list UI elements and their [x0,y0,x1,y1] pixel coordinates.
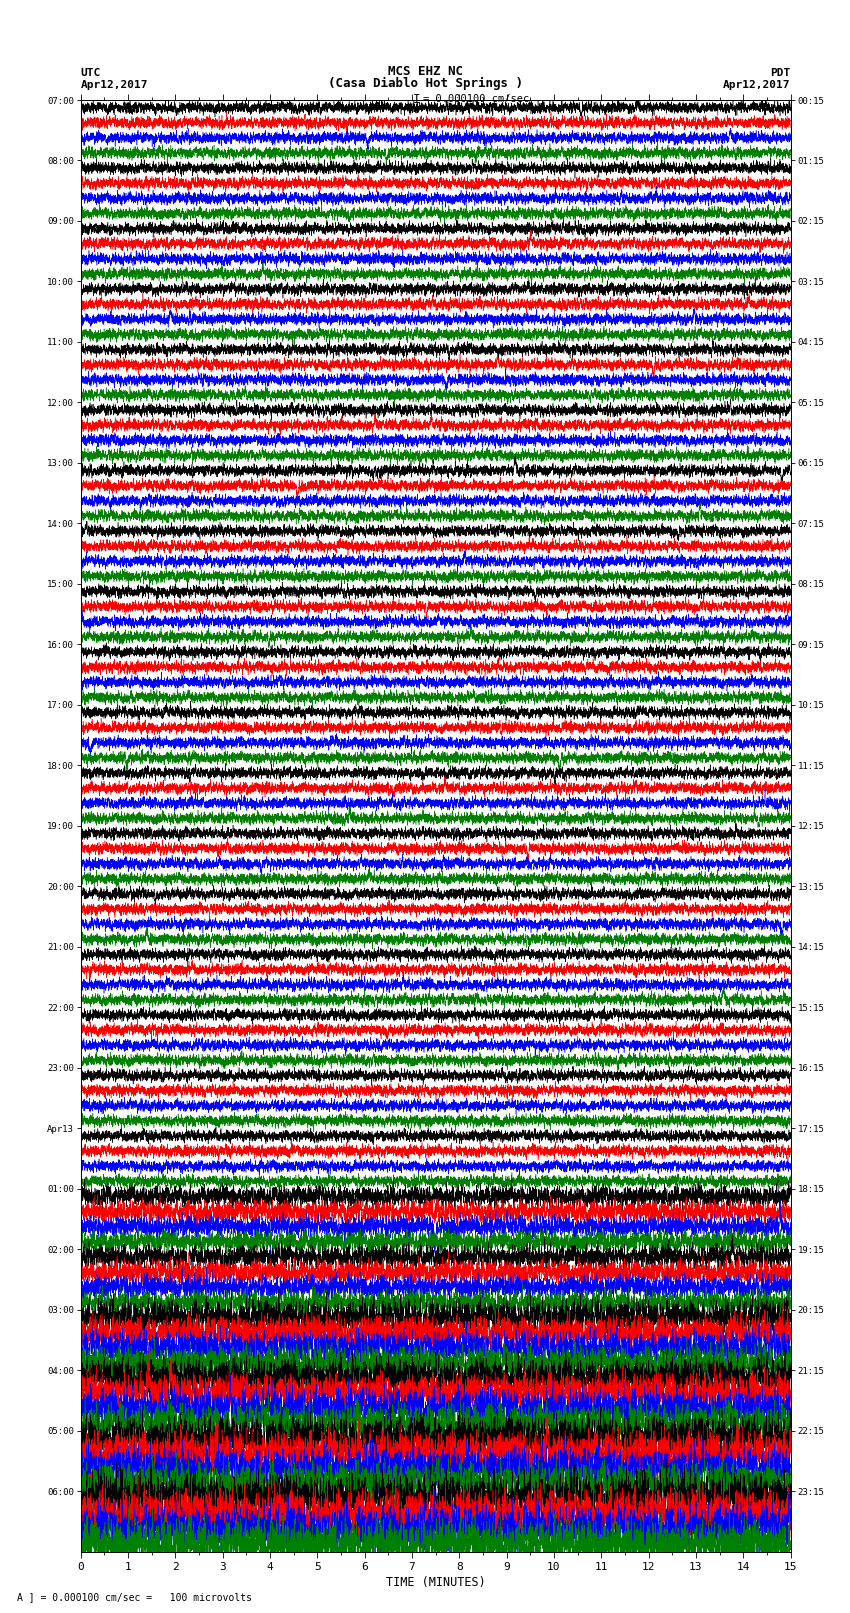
Text: I: I [413,92,421,106]
Text: Apr12,2017: Apr12,2017 [81,79,148,90]
X-axis label: TIME (MINUTES): TIME (MINUTES) [386,1576,485,1589]
Text: A ] = 0.000100 cm/sec =   100 microvolts: A ] = 0.000100 cm/sec = 100 microvolts [17,1592,252,1602]
Text: MCS EHZ NC: MCS EHZ NC [388,65,462,77]
Text: (Casa Diablo Hot Springs ): (Casa Diablo Hot Springs ) [327,76,523,90]
Text: UTC: UTC [81,68,101,77]
Text: = 0.000100 cm/sec: = 0.000100 cm/sec [423,94,530,105]
Text: PDT: PDT [770,68,790,77]
Text: Apr12,2017: Apr12,2017 [723,79,791,90]
